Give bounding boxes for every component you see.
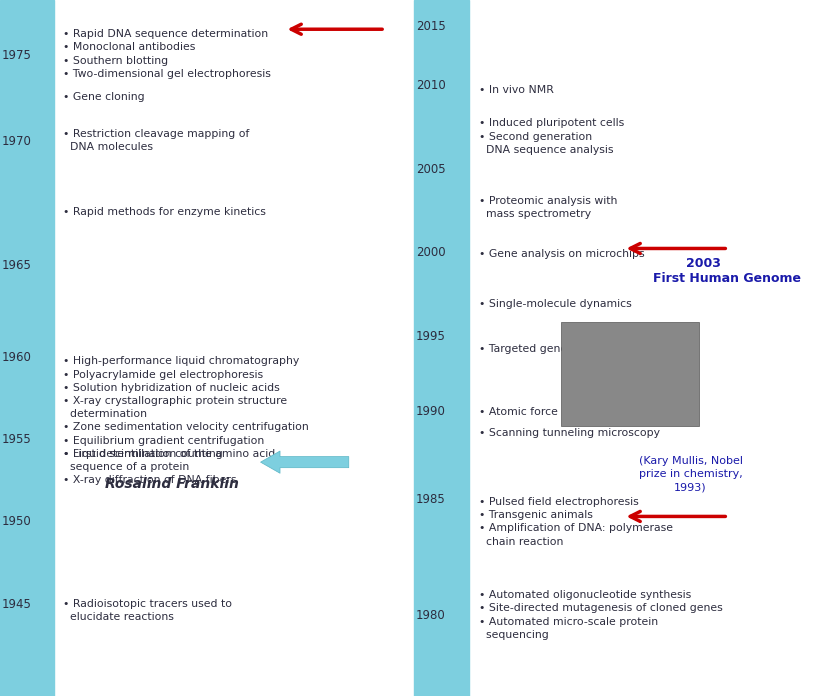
Text: 1970: 1970 (2, 135, 32, 148)
Text: • First determination of the amino acid
  sequence of a protein
• X-ray diffract: • First determination of the amino acid … (63, 449, 275, 485)
Text: • Gene cloning: • Gene cloning (63, 92, 145, 102)
Text: • Targeted gene disruption: • Targeted gene disruption (478, 344, 624, 354)
Text: • Restriction cleavage mapping of
  DNA molecules: • Restriction cleavage mapping of DNA mo… (63, 129, 249, 152)
Text: 2015: 2015 (415, 20, 446, 33)
FancyArrowPatch shape (260, 451, 349, 473)
Text: 1955: 1955 (2, 433, 32, 445)
Bar (0, 0, 54, 696)
Text: • Pulsed field electrophoresis
• Transgenic animals
• Amplification of DNA: poly: • Pulsed field electrophoresis • Transge… (478, 497, 672, 546)
Text: • Radioisotopic tracers used to
  elucidate reactions: • Radioisotopic tracers used to elucidat… (63, 599, 232, 622)
Text: 2000: 2000 (415, 246, 445, 259)
Text: 2005: 2005 (415, 164, 445, 176)
Text: 1960: 1960 (2, 351, 32, 364)
Text: 1965: 1965 (2, 260, 32, 272)
Bar (414, 0, 468, 696)
Text: • Proteomic analysis with
  mass spectrometry: • Proteomic analysis with mass spectrome… (478, 196, 616, 219)
Text: 1975: 1975 (2, 49, 32, 62)
Text: Rosalind Franklin: Rosalind Franklin (104, 477, 238, 491)
Text: • High-performance liquid chromatography
• Polyacrylamide gel electrophoresis
• : • High-performance liquid chromatography… (63, 356, 308, 459)
Text: 1950: 1950 (2, 515, 32, 528)
Text: • Rapid methods for enzyme kinetics: • Rapid methods for enzyme kinetics (63, 207, 265, 217)
Text: • Atomic force microscopy: • Atomic force microscopy (478, 407, 623, 417)
Text: • Automated oligonucleotide synthesis
• Site-directed mutagenesis of cloned gene: • Automated oligonucleotide synthesis • … (478, 590, 721, 640)
Text: • Scanning tunneling microscopy: • Scanning tunneling microscopy (478, 428, 659, 438)
Text: 2003: 2003 (686, 257, 721, 269)
Text: • Single-molecule dynamics: • Single-molecule dynamics (478, 299, 630, 309)
Text: 1990: 1990 (415, 405, 446, 418)
Text: 1985: 1985 (415, 493, 446, 505)
Text: 1945: 1945 (2, 598, 32, 610)
Text: • Induced pluripotent cells
• Second generation
  DNA sequence analysis: • Induced pluripotent cells • Second gen… (478, 118, 624, 155)
Text: (Kary Mullis, Nobel
prize in chemistry,
1993): (Kary Mullis, Nobel prize in chemistry, … (638, 456, 742, 492)
Text: • Rapid DNA sequence determination
• Monoclonal antibodies
• Southern blotting
•: • Rapid DNA sequence determination • Mon… (63, 29, 270, 79)
Text: • Gene analysis on microchips: • Gene analysis on microchips (478, 249, 644, 259)
Text: 1995: 1995 (415, 331, 446, 343)
Text: 2010: 2010 (415, 79, 446, 92)
Text: First Human Genome: First Human Genome (652, 272, 800, 285)
Text: 1980: 1980 (415, 609, 446, 622)
Bar (560, 322, 698, 426)
Text: • In vivo NMR: • In vivo NMR (478, 85, 553, 95)
